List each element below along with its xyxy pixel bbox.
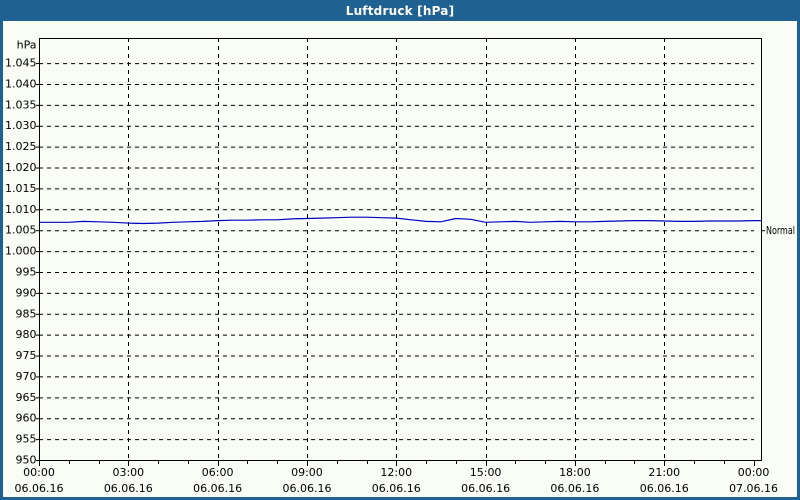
y-tick-label: 980 [16,328,37,341]
x-tick-date-label: 06.06.16 [640,482,689,495]
y-tick-label: 1.045 [5,57,37,70]
y-tick-label: 1.015 [5,182,37,195]
x-tick-date-label: 06.06.16 [461,482,510,495]
x-tick-time-label: 06:00 [202,466,234,479]
x-tick-time-label: 09:00 [291,466,323,479]
y-tick-label: 1.030 [5,119,37,132]
y-tick-label: 960 [16,412,37,425]
y-tick-label: 1.035 [5,98,37,111]
y-tick-label: 950 [16,454,37,467]
window-title: Luftdruck [hPa] [345,3,455,18]
y-tick-label: 970 [16,370,37,383]
y-tick-label: 965 [16,391,37,404]
y-tick-label: 995 [16,265,37,278]
x-tick-date-label: 07.06.16 [729,482,778,495]
y-tick-label: 1.020 [5,161,37,174]
title-bar: Luftdruck [hPa] [3,0,797,21]
x-tick-time-label: 15:00 [470,466,502,479]
normal-label: Normal [766,224,795,237]
y-tick-label: 1.025 [5,140,37,153]
x-tick-date-label: 06.06.16 [193,482,242,495]
y-tick-label: 1.005 [5,224,37,237]
y-tick-label: 1.040 [5,77,37,90]
plot-border [39,38,762,461]
y-tick-label: 985 [16,307,37,320]
x-tick-date-label: 06.06.16 [104,482,153,495]
x-tick-time-label: 00:00 [738,466,770,479]
x-tick-time-label: 03:00 [112,466,144,479]
y-axis-unit-label: hPa [17,39,37,52]
x-tick-date-label: 06.06.16 [372,482,421,495]
chart-area: 1.045 1.040 1.035 1.030 1.025 1.020 1.015 1.010… [3,21,797,497]
y-tick-label: 1.000 [5,245,37,258]
y-tick-label: 990 [16,286,37,299]
x-tick-time-label: 18:00 [559,466,591,479]
y-tick-label: 955 [16,433,37,446]
x-tick-time-label: 00:00 [23,466,55,479]
x-tick-date-label: 06.06.16 [550,482,599,495]
pressure-line [39,216,761,225]
x-tick-date-label: 06.06.16 [282,482,331,495]
y-tick-label: 975 [16,349,37,362]
x-tick-date-label: 06.06.16 [15,482,64,495]
y-tick-label: 1.010 [5,203,37,216]
x-tick-time-label: 12:00 [380,466,412,479]
x-tick-time-label: 21:00 [648,466,680,479]
pressure-chart-svg: 1.045 1.040 1.035 1.030 1.025 1.020 1.015 1.010… [5,38,795,495]
